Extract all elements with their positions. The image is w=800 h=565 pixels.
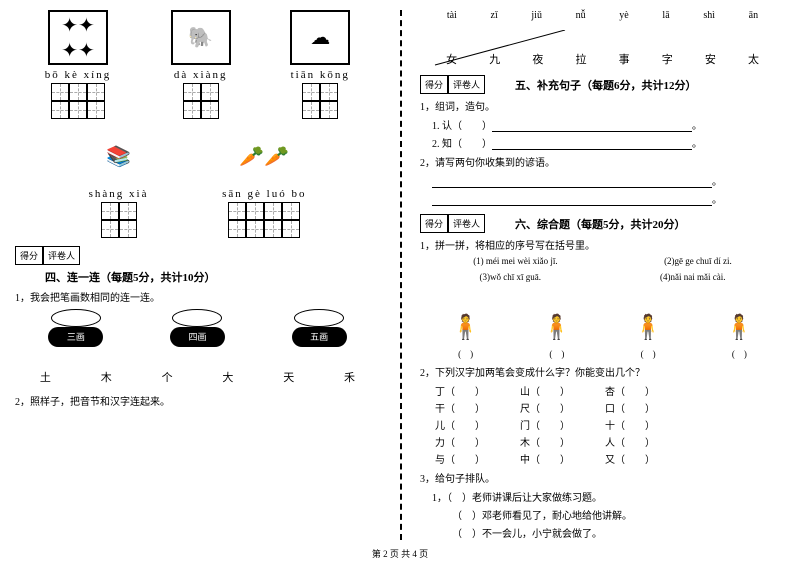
books-icon: 📚 xyxy=(89,129,149,184)
cloud-5: 五画 xyxy=(284,319,354,354)
char-item: 大 xyxy=(222,369,233,385)
transform-row: 干（ ） 尺（ ） 口（ ） xyxy=(435,400,785,415)
cloud-icon: ☁ xyxy=(290,10,350,65)
pinyin-row: tài zǐ jiǔ nǚ yè lā shì ān xyxy=(420,10,785,21)
section-5-title: 五、补充句子（每题6分，共计12分） xyxy=(515,77,697,93)
image-row-1: ✦✦✦✦ bō kè xíng 🐘 dà xiàng ☁ tiān kōng xyxy=(15,10,380,119)
grader-label: 评卷人 xyxy=(448,214,485,233)
score-label: 得分 xyxy=(420,214,448,233)
image-item-carrots: 🥕🥕 sān gè luó bo xyxy=(222,129,306,238)
person-icon: 🧍 xyxy=(618,287,678,342)
pinyin-label: bō kè xíng xyxy=(45,69,111,81)
transform-row: 丁（ ） 山（ ） 杏（ ） xyxy=(435,383,785,398)
transform-row: 与（ ） 中（ ） 又（ ） xyxy=(435,451,785,466)
person-icon: 🧍 xyxy=(527,287,587,342)
pinyin-item: yè xyxy=(619,10,628,21)
q6-3-2: （ ）邓老师看见了，耐心地给他讲解。 xyxy=(452,507,785,522)
char-item: 个 xyxy=(162,369,173,385)
person-icon: 🧍 xyxy=(436,287,496,342)
char-grid xyxy=(183,83,219,119)
pinyin-item: tài xyxy=(447,10,457,21)
pinyin-label: dà xiàng xyxy=(174,69,228,81)
q5-1-1: 1. 认（ ）。 xyxy=(432,117,785,132)
image-item-sky: ☁ tiān kōng xyxy=(290,10,350,119)
transform-row: 儿（ ） 门（ ） 十（ ） xyxy=(435,417,785,432)
pinyin-q2: (2)gē ge chuī dí zi. xyxy=(664,256,732,266)
pinyin-label: tiān kōng xyxy=(291,69,350,81)
q6-1: 1，拼一拼，将相应的序号写在括号里。 xyxy=(420,237,785,252)
q4-2: 2，照样子，把音节和汉字连起来。 xyxy=(15,393,380,408)
q5-1: 1，组词，造句。 xyxy=(420,98,785,113)
grader-label: 评卷人 xyxy=(43,246,80,265)
carrot-icon: 🥕🥕 xyxy=(234,129,294,184)
char-item: 土 xyxy=(40,369,51,385)
blank-2: 。 xyxy=(432,191,785,206)
page-footer: 第 2 页 共 4 页 xyxy=(0,547,800,560)
right-column: tài zǐ jiǔ nǚ yè lā shì ān 女 九 夜 拉 事 字 安… xyxy=(400,0,800,565)
char-item: 木 xyxy=(101,369,112,385)
pinyin-item: lā xyxy=(662,10,669,21)
bracket-row: ( )( )( )( ) xyxy=(420,347,785,360)
char-grid xyxy=(228,202,300,238)
pinyin-label: shàng xià xyxy=(89,188,149,200)
section-4-title: 四、连一连（每题5分，共计10分） xyxy=(45,269,380,285)
char-item: 禾 xyxy=(344,369,355,385)
score-box-6: 得分 评卷人 六、综合题（每题5分，共计20分） xyxy=(420,214,785,233)
char-grid xyxy=(51,83,105,119)
match-line-icon xyxy=(430,30,770,70)
grader-label: 评卷人 xyxy=(448,75,485,94)
pinyin-label: sān gè luó bo xyxy=(222,188,306,200)
section-6-title: 六、综合题（每题5分，共计20分） xyxy=(515,216,686,232)
pinyin-item: shì xyxy=(703,10,715,21)
image-item-stars: ✦✦✦✦ bō kè xíng xyxy=(45,10,111,119)
q5-2: 2，请写两句你收集到的谚语。 xyxy=(420,154,785,169)
score-label: 得分 xyxy=(420,75,448,94)
pinyin-item: jiǔ xyxy=(531,10,542,21)
left-column: ✦✦✦✦ bō kè xíng 🐘 dà xiàng ☁ tiān kōng xyxy=(0,0,400,565)
q6-3: 3，给句子排队。 xyxy=(420,470,785,485)
cloud-3: 三画 xyxy=(41,319,111,354)
q5-1-2: 2. 知（ ）。 xyxy=(432,135,785,150)
q6-3-1: 1，（ ）老师讲课后让大家做练习题。 xyxy=(432,489,785,504)
figure-row: 🧍 🧍 🧍 🧍 xyxy=(420,287,785,342)
blank-1: 。 xyxy=(432,173,785,188)
elephant-icon: 🐘 xyxy=(171,10,231,65)
transform-grid: 丁（ ） 山（ ） 杏（ ） 干（ ） 尺（ ） 口（ ） 儿（ ） 门（ ） … xyxy=(420,383,785,466)
q4-1: 1，我会把笔画数相同的连一连。 xyxy=(15,289,380,304)
cloud-4: 四画 xyxy=(162,319,232,354)
pinyin-items-row2: (3)wǒ chī xī guā. (4)nǎi nai mǎi cài. xyxy=(420,272,785,282)
pinyin-q4: (4)nǎi nai mǎi cài. xyxy=(660,272,725,282)
score-box-4: 得分 评卷人 xyxy=(15,246,380,265)
char-item: 天 xyxy=(283,369,294,385)
q6-2: 2，下列汉字加两笔会变成什么字？你能变出几个？ xyxy=(420,364,785,379)
stars-icon: ✦✦✦✦ xyxy=(48,10,108,65)
image-item-books: 📚 shàng xià xyxy=(89,129,149,238)
image-item-elephant: 🐘 dà xiàng xyxy=(171,10,231,119)
person-icon: 🧍 xyxy=(709,287,769,342)
transform-row: 力（ ） 木（ ） 人（ ） xyxy=(435,434,785,449)
pinyin-item: ān xyxy=(749,10,758,21)
pinyin-q1: (1) méi mei wèi xiǎo jī. xyxy=(473,256,557,266)
image-row-2: 📚 shàng xià 🥕🥕 sān gè luó bo xyxy=(15,129,380,238)
score-label: 得分 xyxy=(15,246,43,265)
stroke-clouds: 三画 四画 五画 xyxy=(15,319,380,354)
pinyin-item: nǚ xyxy=(576,10,586,21)
char-grid xyxy=(101,202,137,238)
char-list: 土 木 个 大 天 禾 xyxy=(15,369,380,385)
pinyin-items-row1: (1) méi mei wèi xiǎo jī. (2)gē ge chuī d… xyxy=(420,256,785,266)
score-box-5: 得分 评卷人 五、补充句子（每题6分，共计12分） xyxy=(420,75,785,94)
q6-3-3: （ ）不一会儿，小宁就会做了。 xyxy=(452,525,785,540)
pinyin-item: zǐ xyxy=(491,10,498,21)
char-grid xyxy=(302,83,338,119)
pinyin-q3: (3)wǒ chī xī guā. xyxy=(480,272,541,282)
